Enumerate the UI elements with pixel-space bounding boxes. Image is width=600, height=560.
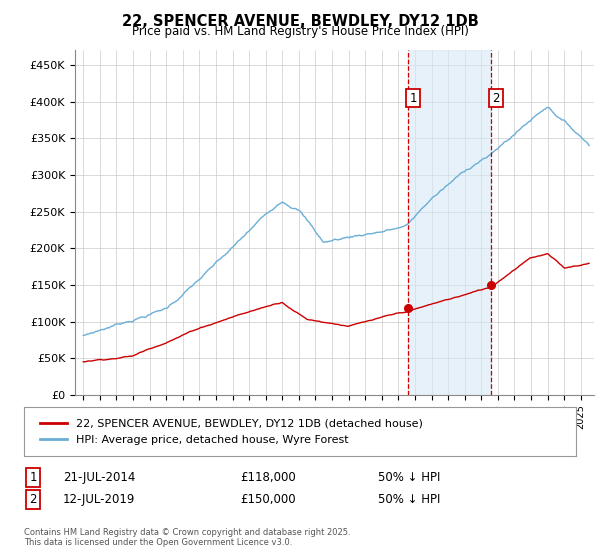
- Text: Price paid vs. HM Land Registry's House Price Index (HPI): Price paid vs. HM Land Registry's House …: [131, 25, 469, 38]
- Bar: [408, 50, 491, 395]
- Text: 50% ↓ HPI: 50% ↓ HPI: [378, 470, 440, 484]
- Text: 21-JUL-2014: 21-JUL-2014: [63, 470, 136, 484]
- Text: £150,000: £150,000: [240, 493, 296, 506]
- Text: 50% ↓ HPI: 50% ↓ HPI: [378, 493, 440, 506]
- Text: 2: 2: [29, 493, 37, 506]
- Text: 12-JUL-2019: 12-JUL-2019: [63, 493, 136, 506]
- Legend: 22, SPENCER AVENUE, BEWDLEY, DY12 1DB (detached house), HPI: Average price, deta: 22, SPENCER AVENUE, BEWDLEY, DY12 1DB (d…: [35, 414, 428, 449]
- Text: 1: 1: [29, 470, 37, 484]
- Text: 1: 1: [409, 91, 417, 105]
- Text: 22, SPENCER AVENUE, BEWDLEY, DY12 1DB: 22, SPENCER AVENUE, BEWDLEY, DY12 1DB: [122, 14, 478, 29]
- Text: Contains HM Land Registry data © Crown copyright and database right 2025.
This d: Contains HM Land Registry data © Crown c…: [24, 528, 350, 547]
- Text: £118,000: £118,000: [240, 470, 296, 484]
- Text: 2: 2: [492, 91, 500, 105]
